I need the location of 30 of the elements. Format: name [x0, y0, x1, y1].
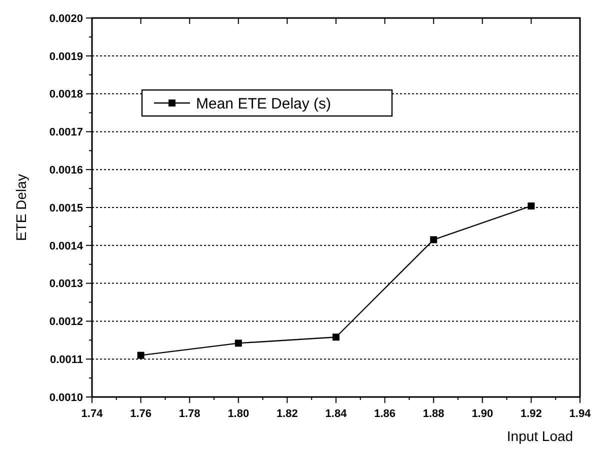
y-tick-label: 0.0016	[49, 164, 83, 176]
y-tick-label: 0.0018	[49, 88, 83, 101]
y-tick-label: 0.0020	[49, 12, 83, 25]
y-tick-label: 0.0014	[49, 240, 84, 252]
point	[430, 236, 438, 244]
x-tick-label: 1.92	[520, 408, 542, 420]
y-tick-label: 0.0019	[49, 50, 83, 63]
point	[332, 334, 340, 341]
y-tick-label: 0.0010	[49, 392, 83, 404]
x-tick-label: 1.88	[422, 408, 444, 420]
x-tick-label: 1.82	[276, 408, 298, 420]
y-tick-label: 0.0015	[49, 202, 83, 214]
y-tick-label: 0.0017	[49, 126, 83, 139]
x-tick-label: 1.74	[81, 408, 104, 420]
x-tick-label: 1.86	[374, 408, 396, 420]
point	[528, 202, 535, 210]
x-tick-label: 1.76	[130, 408, 152, 420]
x-tick-label: 1.90	[472, 408, 494, 420]
point	[137, 352, 144, 359]
y-tick-label: 0.0011	[50, 354, 83, 366]
x-tick-label: 1.78	[178, 408, 200, 420]
y-axis-title: ETE Delay	[13, 174, 29, 241]
x-axis-title: Input Load	[506, 428, 574, 444]
y-tick-label: 0.0013	[49, 278, 83, 290]
x-tick-label: 1.80	[228, 408, 250, 420]
legend-label: Mean ETE Delay (s)	[196, 95, 332, 112]
point	[234, 340, 242, 347]
y-tick-label: 0.0012	[49, 316, 83, 328]
x-tick-label: 1.84	[325, 408, 348, 420]
x-tick-label: 1.94	[569, 408, 592, 420]
